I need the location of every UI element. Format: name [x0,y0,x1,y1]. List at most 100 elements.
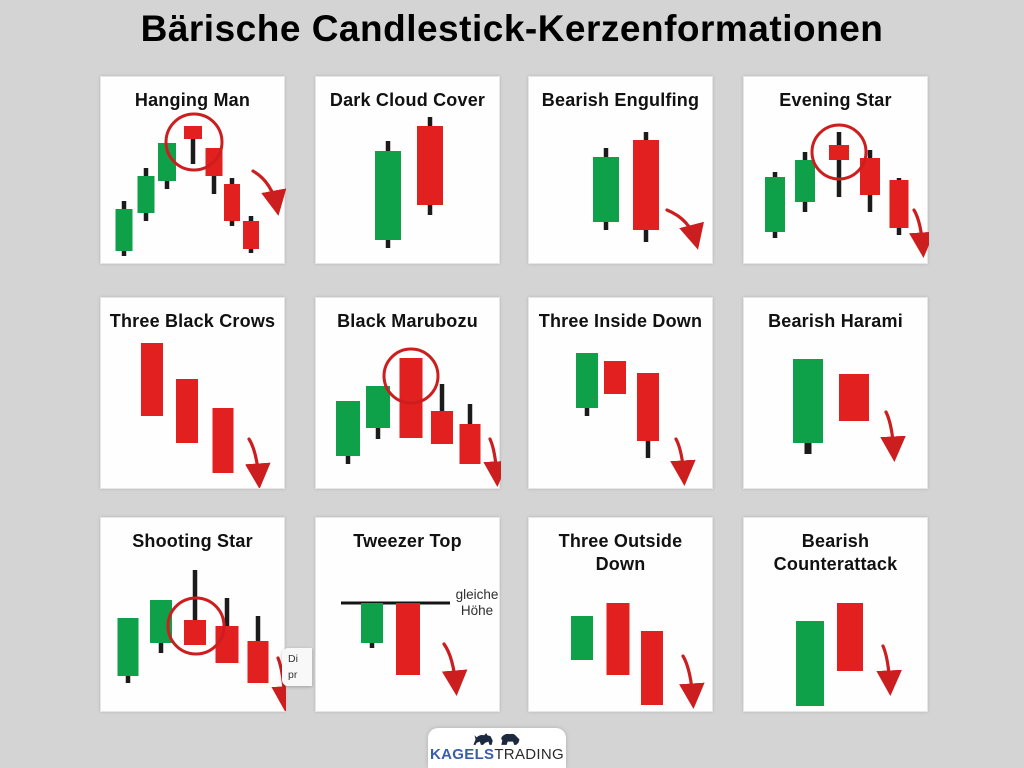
candle-red [184,570,206,645]
candle-green [336,401,360,464]
candle-body [606,603,630,675]
candlestick-chart [141,343,271,488]
bear-icon [501,733,520,745]
candle-body [793,359,823,443]
candle-body [361,603,383,643]
pattern-title: Three Outside Down [558,531,683,575]
candle-body [604,361,626,394]
candle-red [247,616,269,683]
candle-red [637,373,659,458]
pattern-card-three-outside-down: Three Outside Down [528,517,713,712]
pattern-card-three-black-crows: Three Black Crows [100,297,285,489]
candle-body [593,157,619,222]
candlestick-chart [336,347,501,487]
candlestick-chart [796,603,902,706]
pattern-title: Hanging Man [134,90,251,110]
candle-green [117,618,139,683]
candle-body [115,209,133,251]
candle-green [158,143,176,189]
annotation-text: gleiche [456,587,499,602]
pattern-card-bearish-harami: Bearish Harami [743,297,928,489]
logo-animals [428,732,566,747]
candle-body [224,184,240,221]
candle-green [115,201,133,256]
candle-red [829,132,849,197]
candle-body [150,600,172,643]
down-arrow [251,169,286,216]
highlight-circle [810,123,868,181]
candle-green [137,168,155,221]
page-title: Bärische Candlestick-Kerzenformationen [140,8,884,49]
candle-body [336,401,360,456]
down-arrow [909,208,929,258]
candlestick-chart [375,117,443,248]
candle-red [224,178,240,226]
candle-red [860,150,880,212]
highlight-circle [166,596,226,656]
candle-body [366,386,390,428]
pattern-card-bearish-engulfing: Bearish Engulfing [528,76,713,264]
candle-body [375,151,401,240]
pattern-card-dark-cloud-cover: Dark Cloud Cover [315,76,500,264]
candle-body [860,158,880,195]
candle-red [399,358,423,438]
pattern-title: Black Marubozu [337,311,478,331]
pattern-card-bearish-counterattack: Bearish Counterattack [743,517,928,712]
pattern-title: Evening Star [779,90,892,110]
candle-red [604,361,626,394]
candle-green [375,141,401,248]
candle-red [641,631,663,705]
candle-body [184,620,206,645]
clipped-tooltip: Di pr [282,648,312,686]
highlight-circle [382,347,440,405]
candle-body [795,160,815,202]
candle-body [641,631,663,705]
candle-body [571,616,593,660]
candle-red [431,384,453,444]
candle-body [158,143,176,181]
candle-red [839,374,869,421]
candlestick-chart [115,112,286,256]
down-arrow [441,642,468,696]
candlestick-chart [593,132,704,250]
candle-green [593,148,619,230]
candle-green [795,152,815,212]
candle-red [459,404,481,464]
candle-body [247,641,269,683]
candle-green [576,353,598,416]
candle-body [637,373,659,441]
pattern-card-evening-star: Evening Star [743,76,929,264]
candle-body [576,353,598,408]
candle-body [417,126,443,205]
candle-red [243,216,259,253]
candle-green [361,603,383,648]
candle-body [459,424,481,464]
candle-body [829,145,849,160]
pattern-card-hanging-man: Hanging Man [100,76,286,264]
candle-body [243,221,259,249]
pattern-title: Dark Cloud Cover [329,90,486,110]
bull-bear-icons [473,733,520,745]
candle-body [117,618,139,676]
candle-body [212,408,234,473]
candle-red [633,132,659,242]
candle-green [796,621,824,706]
brand-logo: KAGELSTRADING [428,728,566,768]
down-arrow [245,437,271,488]
candle-green [765,172,785,238]
candle-red [176,379,198,443]
candle-body [431,411,453,444]
logo-brand-secondary: TRADING [494,746,564,763]
pattern-title: Bearish Engulfing [541,90,700,110]
candle-red [396,603,420,675]
pattern-card-tweezer-top: Tweezer Top gleiche Höhe [315,517,500,712]
candle-red [417,117,443,215]
candle-red [141,343,163,416]
candle-body [765,177,785,232]
candle-red [889,178,909,235]
pattern-card-shooting-star: Shooting Star [100,517,286,712]
candle-body [396,603,420,675]
candle-green [366,386,390,439]
